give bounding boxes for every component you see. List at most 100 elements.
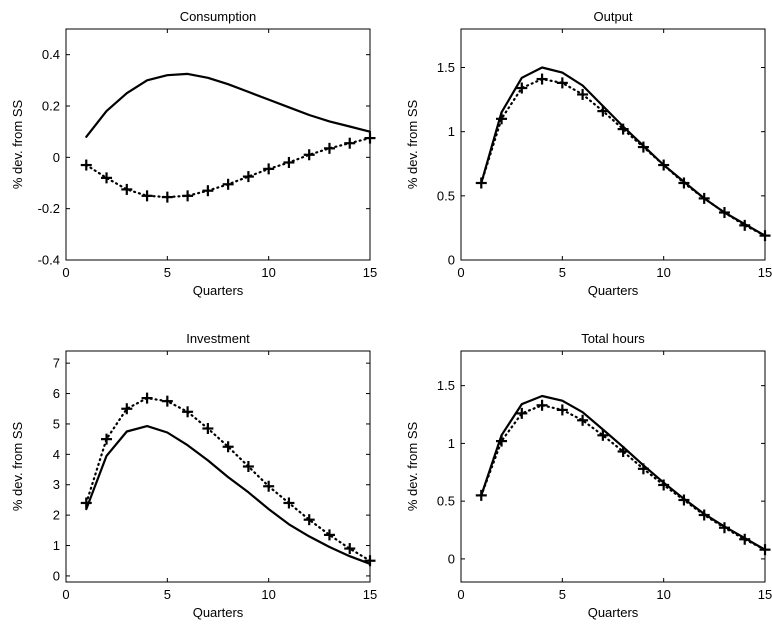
- x-tick-label: 10: [261, 587, 275, 602]
- series-line-dotted: [85, 397, 372, 562]
- plus-marker: [263, 480, 275, 492]
- plus-marker: [344, 543, 356, 555]
- y-tick-label: 0: [448, 253, 455, 268]
- plot-frame: [65, 350, 371, 583]
- plus-marker: [516, 407, 528, 419]
- plus-marker: [323, 142, 335, 154]
- x-tick-label: 15: [363, 587, 377, 602]
- y-tick-label: -0.4: [38, 253, 60, 268]
- plus-marker: [323, 529, 335, 541]
- x-axis-label: Quarters: [193, 283, 244, 298]
- plus-marker: [597, 429, 609, 441]
- x-tick-label: 0: [62, 265, 69, 280]
- plus-marker: [344, 137, 356, 149]
- plus-marker: [222, 178, 234, 190]
- y-tick-label: 0: [53, 568, 60, 583]
- y-tick-label: 2: [53, 508, 60, 523]
- x-tick-label: 0: [457, 265, 464, 280]
- x-tick-label: 10: [656, 265, 670, 280]
- plus-marker: [202, 185, 214, 197]
- y-tick-label: -0.2: [38, 201, 60, 216]
- chart-title: Total hours: [581, 331, 645, 346]
- x-tick-label: 10: [261, 265, 275, 280]
- y-tick-label: 0: [448, 551, 455, 566]
- y-tick-label: 7: [53, 356, 60, 371]
- plus-marker: [242, 461, 254, 472]
- plus-marker: [364, 555, 376, 567]
- plus-marker: [283, 497, 295, 509]
- x-axis-label: Quarters: [588, 283, 639, 298]
- plus-marker: [658, 479, 670, 491]
- plus-marker: [759, 230, 771, 242]
- x-tick-label: 5: [559, 265, 566, 280]
- y-tick-label: 0.4: [42, 47, 60, 62]
- x-tick-label: 15: [363, 265, 377, 280]
- plot-frame: [460, 350, 766, 583]
- y-axis-label: % dev. from SS: [405, 99, 420, 189]
- plus-marker: [678, 494, 690, 506]
- plus-marker: [658, 159, 670, 171]
- y-tick-label: 0.5: [437, 494, 455, 509]
- plus-marker: [101, 172, 113, 184]
- chart-title: Investment: [186, 331, 250, 346]
- plus-marker: [303, 149, 315, 161]
- y-axis-label: % dev. from SS: [10, 99, 25, 189]
- chart-title: Output: [593, 9, 632, 24]
- y-tick-label: 1: [448, 436, 455, 451]
- x-tick-label: 10: [656, 587, 670, 602]
- plus-marker: [475, 489, 487, 501]
- y-tick-label: 1: [448, 124, 455, 139]
- y-tick-label: 1: [53, 538, 60, 553]
- series-line-solid: [85, 72, 372, 138]
- plus-marker: [739, 219, 751, 231]
- plus-marker: [718, 522, 730, 534]
- x-tick-label: 15: [758, 265, 772, 280]
- plus-marker: [283, 156, 295, 168]
- plus-marker: [182, 190, 194, 202]
- chart-title: Consumption: [180, 9, 257, 24]
- y-axis-label: % dev. from SS: [405, 421, 420, 511]
- plus-marker: [121, 183, 133, 195]
- y-tick-label: 6: [53, 386, 60, 401]
- plus-marker: [637, 141, 649, 153]
- plus-marker: [182, 406, 194, 418]
- x-axis-label: Quarters: [588, 605, 639, 620]
- y-tick-label: 3: [53, 477, 60, 492]
- plus-marker: [577, 88, 589, 100]
- plus-marker: [475, 177, 487, 189]
- y-tick-label: 0: [53, 150, 60, 165]
- plus-marker: [80, 159, 92, 171]
- plus-marker: [698, 509, 710, 521]
- x-tick-label: 0: [62, 587, 69, 602]
- plot-frame: [460, 28, 766, 261]
- y-tick-label: 0.5: [437, 188, 455, 203]
- plus-marker: [161, 191, 173, 203]
- x-tick-label: 5: [164, 587, 171, 602]
- panel-investment: Investment Quarters % dev. from SS 0 5 10 15 0 1…: [10, 331, 377, 620]
- plus-marker: [536, 399, 548, 411]
- plus-marker: [637, 463, 649, 475]
- plus-marker: [496, 113, 508, 125]
- plus-marker: [698, 192, 710, 204]
- x-axis-label: Quarters: [193, 605, 244, 620]
- plus-marker: [263, 163, 275, 175]
- x-tick-label: 0: [457, 587, 464, 602]
- panel-output: Output Quarters % dev. from SS 0 5 10 15 0 0.5 1 1…: [405, 9, 772, 298]
- plus-marker: [242, 171, 254, 183]
- plus-marker: [617, 445, 629, 457]
- plus-marker: [161, 395, 173, 407]
- series-line-solid: [85, 425, 372, 565]
- series-line-solid: [480, 66, 767, 237]
- y-axis-label: % dev. from SS: [10, 421, 25, 511]
- plus-marker: [121, 403, 133, 415]
- plus-marker: [496, 435, 508, 447]
- plus-marker: [101, 433, 113, 445]
- plus-marker: [597, 105, 609, 117]
- x-tick-label: 5: [559, 587, 566, 602]
- plus-marker: [577, 414, 589, 426]
- plot-frame: [65, 28, 371, 261]
- series-line-dotted: [480, 404, 767, 551]
- plus-marker: [739, 533, 751, 545]
